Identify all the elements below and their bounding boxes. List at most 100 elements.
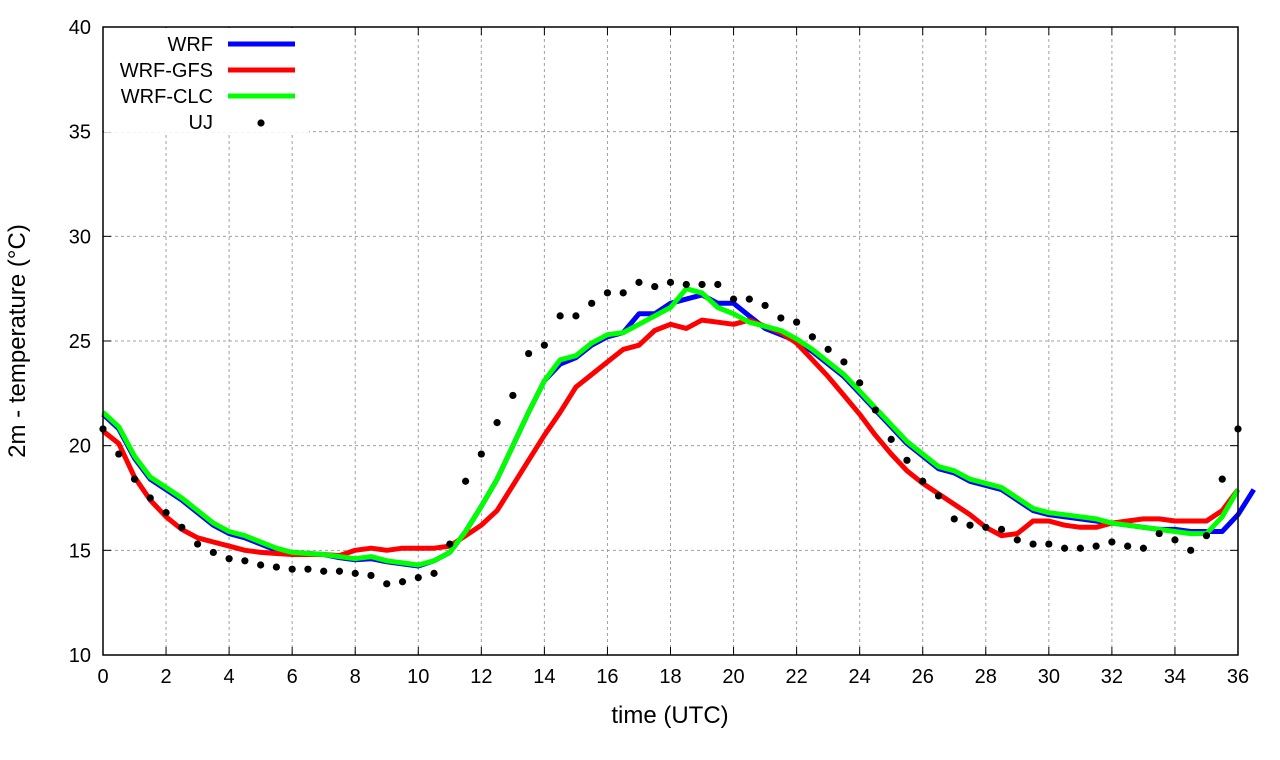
- data-point-uj: [1013, 536, 1021, 544]
- data-point-uj: [1124, 542, 1132, 550]
- y-tick-label: 15: [69, 540, 91, 562]
- data-point-uj: [335, 567, 344, 575]
- data-point-uj: [950, 515, 958, 523]
- x-tick-label: 14: [533, 666, 555, 688]
- data-point-uj: [808, 333, 816, 341]
- data-point-uj: [367, 571, 375, 580]
- legend-label-wrf: WRF: [167, 34, 213, 56]
- data-point-uj: [320, 567, 328, 575]
- legend-label-wrf-clc: WRF-CLC: [121, 86, 213, 108]
- data-point-uj: [966, 521, 974, 529]
- x-tick-label: 0: [97, 666, 108, 688]
- data-point-uj: [556, 312, 564, 320]
- data-point-uj: [130, 475, 139, 483]
- data-point-uj: [493, 419, 501, 427]
- data-point-uj: [461, 477, 470, 485]
- data-point-uj: [477, 450, 485, 458]
- data-point-uj: [414, 573, 422, 582]
- data-point-uj: [651, 282, 659, 291]
- data-point-uj: [745, 295, 753, 303]
- data-point-uj: [241, 557, 249, 565]
- x-tick-label: 2: [160, 666, 171, 688]
- data-point-uj: [257, 561, 265, 569]
- data-point-uj: [1187, 546, 1195, 554]
- data-point-uj: [525, 349, 533, 358]
- data-point-uj: [288, 565, 296, 573]
- grid: [103, 27, 1238, 655]
- data-point-uj: [635, 278, 643, 286]
- data-point-uj: [588, 299, 596, 307]
- y-tick-label: 35: [69, 122, 91, 144]
- data-point-uj: [793, 318, 801, 326]
- data-point-uj: [540, 341, 548, 349]
- data-point-uj: [824, 345, 832, 353]
- data-point-uj: [1060, 544, 1069, 552]
- data-point-uj: [351, 569, 359, 577]
- x-tick-label: 10: [407, 666, 429, 688]
- legend-label-uj: UJ: [189, 112, 213, 134]
- series-line-wrf-clc: [101, 286, 1241, 568]
- data-point-uj: [666, 278, 675, 286]
- y-tick-label: 25: [69, 331, 91, 353]
- data-point-uj: [1171, 536, 1179, 544]
- x-tick-label: 18: [659, 666, 681, 688]
- data-point-uj: [1155, 529, 1163, 538]
- data-point-uj: [698, 280, 706, 289]
- x-tick-label: 22: [785, 666, 807, 688]
- x-tick-label: 4: [224, 666, 235, 688]
- x-tick-label: 6: [287, 666, 298, 688]
- x-tick-label: 26: [912, 666, 934, 688]
- data-point-uj: [209, 548, 217, 557]
- x-axis-label: time (UTC): [611, 702, 728, 729]
- data-point-uj: [572, 312, 580, 320]
- x-tick-label: 8: [350, 666, 361, 688]
- legend-swatch-uj: [257, 119, 265, 127]
- data-point-uj: [982, 523, 990, 531]
- x-tick-label: 12: [470, 666, 492, 688]
- data-point-uj: [903, 456, 911, 464]
- data-point-uj: [398, 578, 407, 586]
- data-point-uj: [729, 295, 738, 303]
- data-point-uj: [761, 301, 769, 310]
- data-point-uj: [619, 289, 627, 297]
- data-point-uj: [162, 509, 170, 517]
- data-point-uj: [1218, 475, 1226, 483]
- data-point-uj: [919, 477, 927, 485]
- ticks: 0 2 4 6 8 10 12 14 16 18 20 22 24 26 28 30 32 34 361015202…: [69, 17, 1249, 688]
- data-point-uj: [856, 379, 864, 387]
- series-layer: [99, 278, 1256, 588]
- x-tick-label: 28: [975, 666, 997, 688]
- y-tick-label: 10: [69, 645, 91, 667]
- data-point-uj: [1202, 532, 1211, 540]
- data-point-uj: [714, 280, 722, 289]
- x-tick-label: 34: [1164, 666, 1186, 688]
- data-point-uj: [383, 580, 391, 588]
- data-point-uj: [146, 494, 154, 502]
- data-point-uj: [840, 358, 848, 366]
- x-tick-label: 16: [596, 666, 618, 688]
- y-tick-label: 20: [69, 436, 91, 458]
- x-tick-label: 30: [1038, 666, 1060, 688]
- x-tick-label: 32: [1101, 666, 1123, 688]
- data-point-uj: [178, 523, 186, 531]
- data-point-uj: [446, 540, 454, 548]
- x-tick-label: 24: [849, 666, 871, 688]
- y-axis-label: 2m - temperature (°C): [4, 224, 31, 458]
- data-point-uj: [777, 314, 785, 322]
- data-point-uj: [1029, 540, 1037, 548]
- data-point-uj: [682, 280, 690, 289]
- data-point-uj: [509, 391, 517, 400]
- data-point-uj: [603, 289, 612, 297]
- data-point-uj: [115, 450, 123, 458]
- data-point-uj: [193, 540, 202, 548]
- data-point-uj: [934, 492, 943, 500]
- data-point-uj: [430, 569, 438, 577]
- data-point-uj: [225, 555, 233, 563]
- data-point-uj: [1076, 544, 1084, 552]
- y-tick-label: 40: [69, 17, 91, 39]
- x-tick-label: 36: [1227, 666, 1249, 688]
- data-point-uj: [1092, 542, 1100, 550]
- legend-label-wrf-gfs: WRF-GFS: [120, 60, 213, 82]
- legend: WRF WRF-GFS WRF-CLC UJ: [104, 28, 309, 134]
